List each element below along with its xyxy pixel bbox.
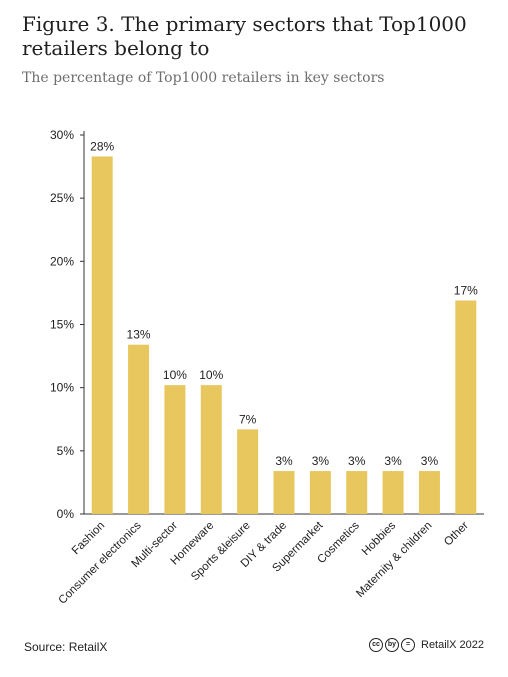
bar bbox=[200, 385, 222, 514]
data-label: 3% bbox=[312, 454, 330, 468]
y-tick-label: 10% bbox=[50, 381, 74, 395]
category-label: Other bbox=[442, 520, 471, 549]
data-label: 10% bbox=[163, 368, 187, 382]
y-tick-label: 30% bbox=[50, 128, 74, 142]
data-label: 3% bbox=[384, 454, 402, 468]
no-derivatives-icon: = bbox=[401, 638, 415, 652]
data-label: 3% bbox=[421, 454, 439, 468]
category-label: Fashion bbox=[70, 520, 107, 557]
license-block: cc by = RetailX 2022 bbox=[369, 638, 484, 652]
y-tick-label: 20% bbox=[50, 254, 74, 268]
bar bbox=[91, 156, 113, 514]
y-tick-label: 0% bbox=[57, 507, 75, 521]
bar bbox=[346, 471, 368, 514]
bar bbox=[309, 471, 331, 514]
data-label: 10% bbox=[199, 368, 223, 382]
data-label: 13% bbox=[127, 328, 151, 342]
bar bbox=[418, 471, 440, 514]
chart-subtitle: The percentage of Top1000 retailers in k… bbox=[22, 70, 385, 86]
brand-label: RetailX 2022 bbox=[421, 639, 484, 651]
bar bbox=[455, 300, 477, 514]
y-tick-label: 25% bbox=[50, 191, 74, 205]
data-label: 7% bbox=[239, 412, 257, 426]
bar bbox=[273, 471, 295, 514]
y-tick-label: 15% bbox=[50, 318, 74, 332]
bar bbox=[382, 471, 404, 514]
data-label: 3% bbox=[348, 454, 366, 468]
source-note: Source: RetailX bbox=[24, 640, 108, 654]
attribution-icon: by bbox=[385, 638, 399, 652]
bar bbox=[128, 344, 150, 514]
data-label: 3% bbox=[275, 454, 293, 468]
bar bbox=[237, 429, 259, 514]
creative-commons-icon: cc bbox=[369, 638, 383, 652]
bar bbox=[164, 385, 186, 514]
data-label: 28% bbox=[90, 139, 114, 153]
chart-title: Figure 3. The primary sectors that Top10… bbox=[22, 12, 467, 60]
data-label: 17% bbox=[454, 283, 478, 297]
y-tick-label: 5% bbox=[57, 444, 75, 458]
